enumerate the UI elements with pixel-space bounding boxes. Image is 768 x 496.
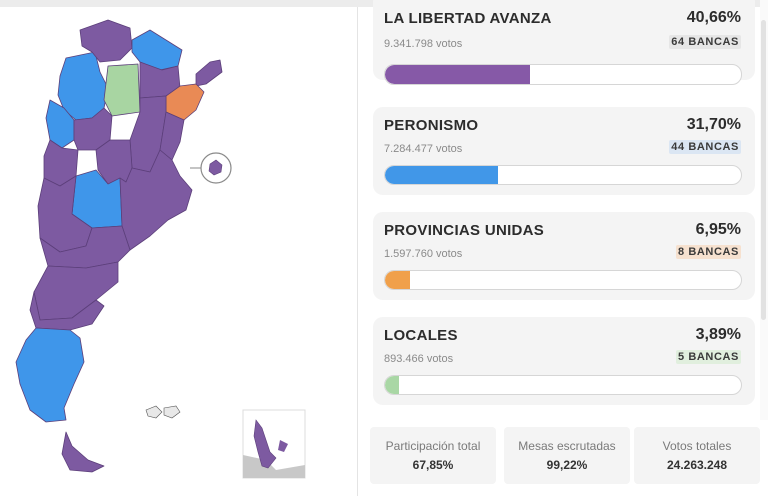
province-catamarca[interactable] [45,99,75,149]
party-share-fill [385,65,530,84]
antarctica-inset [242,409,306,479]
province-jujuy[interactable] [79,19,133,63]
party-card-lla[interactable]: LA LIBERTAD AVANZA 40,66% 9.341.798 voto… [373,0,755,85]
party-share-fill [385,271,410,289]
stat-tables-counted: Mesas escrutadas 99,22% [504,427,630,484]
stat-value: 67,85% [412,458,454,472]
party-seats-badge: 5 BANCAS [675,350,741,364]
stat-participation: Participación total 67,85% [370,427,496,484]
province-santiago-del-estero[interactable] [103,63,141,117]
province-santa-cruz[interactable] [15,327,85,423]
party-card-provincias-unidas[interactable]: PROVINCIAS UNIDAS 6,95% 1.597.760 votos … [373,212,755,300]
islas-malvinas [145,405,181,419]
province-rio-negro[interactable] [33,261,119,321]
party-share-bar [384,375,742,395]
stat-label: Mesas escrutadas [518,439,616,453]
party-votes: 7.284.477 votos [384,143,463,155]
party-votes: 893.466 votos [384,353,454,365]
summary-stats: Participación total 67,85% Mesas escruta… [370,427,762,487]
party-votes: 1.597.760 votos [384,248,463,260]
party-name: LA LIBERTAD AVANZA [384,10,552,27]
party-name: PROVINCIAS UNIDAS [384,222,545,239]
party-percent: 40,66% [686,9,741,26]
party-seats-badge: 8 BANCAS [675,245,741,259]
party-seats-badge: 64 BANCAS [669,35,741,49]
province-formosa[interactable] [131,29,183,71]
province-misiones[interactable] [195,59,223,87]
stat-total-votes: Votos totales 24.263.248 [634,427,760,484]
party-card-locales[interactable]: LOCALES 3,89% 893.466 votos 5 BANCAS [373,317,755,405]
province-tierra-del-fuego[interactable] [61,431,105,473]
stat-value: 24.263.248 [666,458,728,472]
party-name: LOCALES [384,327,458,344]
panel-divider [357,7,358,496]
party-percent: 3,89% [695,326,741,343]
province-caba[interactable] [208,159,223,176]
party-name: PERONISMO [384,117,479,134]
party-card-peronismo[interactable]: PERONISMO 31,70% 7.284.477 votos 44 BANC… [373,107,755,195]
stat-label: Votos totales [662,439,732,453]
stat-value: 99,22% [546,458,588,472]
argentina-map [15,19,306,479]
results-panel: LA LIBERTAD AVANZA 40,66% 9.341.798 voto… [365,0,760,420]
party-percent: 31,70% [686,116,741,133]
party-share-fill [385,376,399,394]
party-percent: 6,95% [695,221,741,238]
party-seats-badge: 44 BANCAS [669,140,741,154]
party-share-bar [384,270,742,290]
stat-label: Participación total [385,439,481,453]
results-map [0,7,358,496]
results-scrollbar[interactable] [760,0,768,420]
province-chubut[interactable] [29,291,105,331]
province-entre-rios[interactable] [159,111,185,161]
party-share-fill [385,166,498,184]
party-share-bar [384,64,742,85]
scrollbar-thumb[interactable] [761,20,766,320]
party-share-bar [384,165,742,185]
party-votes: 9.341.798 votos [384,38,463,50]
province-buenos-aires[interactable] [119,149,193,251]
